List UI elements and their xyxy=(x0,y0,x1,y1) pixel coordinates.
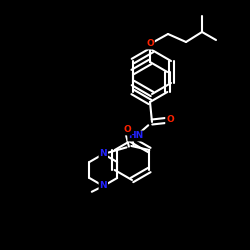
Text: HN: HN xyxy=(128,132,144,140)
Text: O: O xyxy=(166,116,174,124)
Text: N: N xyxy=(100,182,107,190)
Text: N: N xyxy=(100,150,107,158)
Text: O: O xyxy=(124,126,131,134)
Text: O: O xyxy=(146,40,154,48)
